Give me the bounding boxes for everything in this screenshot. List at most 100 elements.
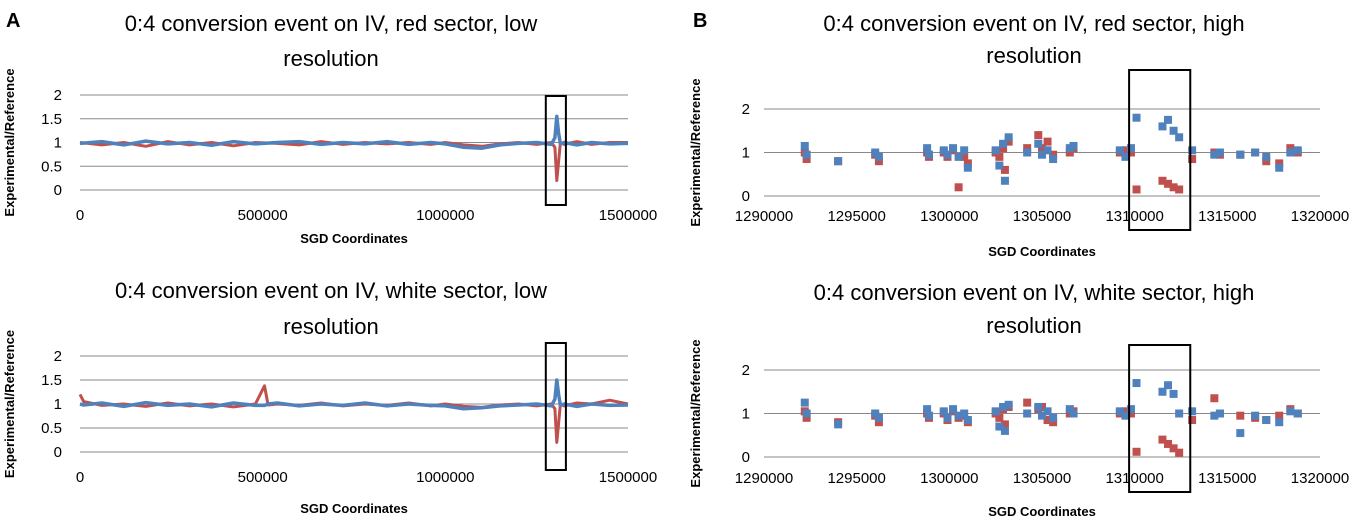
data-point [1262, 157, 1271, 166]
data-point [995, 161, 1004, 170]
data-point [1038, 150, 1046, 159]
data-point [1210, 394, 1219, 403]
data-point [1158, 176, 1167, 185]
y-tick-label: 2 [742, 101, 750, 118]
data-point [1000, 176, 1009, 185]
y-axis-label: Experimental/Reference [688, 78, 703, 226]
y-tick-label: 0 [742, 449, 750, 466]
x-tick-label: 1320000 [1291, 470, 1349, 487]
data-point [960, 152, 969, 161]
data-point [954, 152, 963, 161]
data-point [1043, 146, 1052, 155]
data-point [1132, 113, 1141, 122]
data-point [1043, 407, 1052, 416]
data-point [1275, 418, 1284, 427]
data-point [834, 157, 843, 166]
data-point [1210, 411, 1219, 420]
data-point [1293, 146, 1302, 155]
data-point [1004, 137, 1013, 146]
data-point [1164, 381, 1173, 390]
panel-letter-b: B [693, 10, 707, 32]
data-point [1043, 416, 1052, 425]
y-tick-label: 1.5 [41, 372, 62, 389]
data-point [1132, 379, 1141, 388]
series-line-1 [79, 378, 629, 411]
data-point [802, 150, 811, 159]
data-point [1121, 152, 1130, 161]
data-point [960, 146, 969, 155]
data-point [1115, 146, 1124, 155]
x-tick-label: 1500000 [599, 207, 657, 224]
data-point [954, 411, 963, 420]
data-point [1115, 407, 1124, 416]
data-point [874, 418, 883, 427]
data-point [1293, 409, 1302, 418]
data-point [1121, 411, 1130, 420]
data-point [939, 146, 948, 155]
data-point [1169, 126, 1178, 135]
highlight-box [1128, 69, 1192, 231]
data-point [1236, 411, 1245, 420]
x-tick-label: 1315000 [1198, 208, 1256, 225]
data-point [1275, 411, 1284, 420]
data-point [1175, 133, 1184, 142]
x-tick-label: 1295000 [827, 470, 885, 487]
data-point [991, 407, 1000, 416]
data-point [871, 409, 880, 418]
data-point [995, 413, 1004, 422]
data-point [1038, 144, 1046, 153]
data-point [943, 150, 952, 159]
data-point [1126, 409, 1135, 418]
chart-title-line: resolution [986, 313, 1081, 338]
chart-title-line: resolution [283, 46, 378, 71]
data-point [963, 416, 972, 425]
data-point [939, 407, 948, 416]
chart-title-line: 0:4 conversion event on IV, red sector, … [823, 11, 1244, 36]
y-tick-label: 0 [54, 444, 62, 461]
chart-title-line: 0:4 conversion event on IV, red sector, … [125, 11, 538, 36]
data-point [1275, 159, 1284, 168]
data-point [1034, 139, 1043, 148]
data-point [999, 139, 1008, 148]
data-point [1023, 398, 1032, 407]
data-point [923, 405, 932, 414]
data-point [1004, 133, 1013, 142]
data-point [1236, 150, 1245, 159]
data-point [802, 155, 811, 164]
data-point [1158, 387, 1167, 396]
y-tick-label: 1.5 [41, 111, 62, 128]
data-point [1210, 150, 1219, 159]
data-point [1158, 435, 1167, 444]
x-tick-label: 0 [76, 469, 84, 486]
data-point [1000, 426, 1009, 435]
data-point [1175, 409, 1184, 418]
data-point [1000, 165, 1009, 174]
x-tick-label: 1315000 [1198, 470, 1256, 487]
data-point [1004, 400, 1013, 409]
data-point [802, 409, 811, 418]
data-point [949, 405, 958, 414]
data-point [1049, 413, 1058, 422]
data-point [874, 152, 883, 161]
x-tick-label: 1290000 [735, 470, 793, 487]
y-tick-label: 1 [54, 135, 62, 152]
data-point [1126, 405, 1135, 414]
data-point [1262, 152, 1271, 161]
data-point [949, 144, 958, 153]
x-tick-label: 1000000 [416, 207, 474, 224]
data-point [1169, 444, 1178, 453]
y-axis-label: Experimental/Reference [2, 68, 17, 216]
data-point [1175, 448, 1184, 457]
data-point [1158, 122, 1167, 131]
data-point [943, 413, 952, 422]
panel-letter-a: A [6, 10, 20, 32]
data-point [1049, 155, 1058, 164]
y-tick-label: 1 [54, 396, 62, 413]
data-point [1169, 183, 1178, 192]
y-tick-label: 1 [742, 406, 750, 423]
y-tick-label: 0.5 [41, 420, 62, 437]
x-axis-label: SGD Coordinates [988, 244, 1096, 259]
data-point [800, 141, 809, 150]
data-point [963, 159, 972, 168]
